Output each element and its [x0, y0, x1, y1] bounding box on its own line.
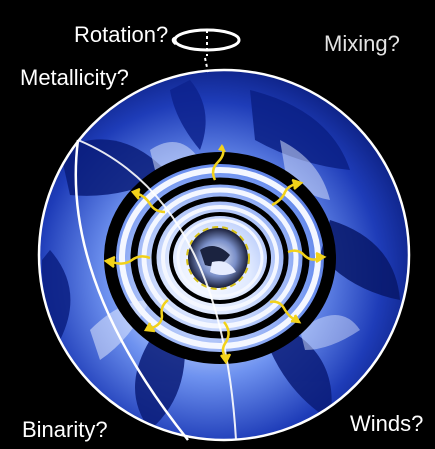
rotation-label: Rotation?	[74, 22, 169, 47]
outward-wave-arrow-icon	[269, 300, 302, 324]
outward-wave-arrow-icon	[271, 178, 304, 207]
outward-wave-arrow-icon	[211, 144, 226, 181]
binarity-label: Binarity?	[22, 417, 108, 442]
outward-wave-arrow-icon	[103, 255, 151, 268]
wave-arrows	[103, 144, 327, 365]
rotation-axis	[171, 28, 241, 73]
outward-wave-arrow-icon	[143, 299, 169, 333]
outward-wave-arrow-icon	[130, 187, 166, 214]
outward-wave-arrow-icon	[287, 249, 327, 264]
mixing-label: Mixing?	[324, 31, 400, 56]
metallicity-label: Metallicity?	[20, 65, 129, 90]
outward-wave-arrow-icon	[219, 321, 232, 365]
winds-label: Winds?	[350, 411, 424, 436]
star-sphere	[37, 68, 411, 442]
